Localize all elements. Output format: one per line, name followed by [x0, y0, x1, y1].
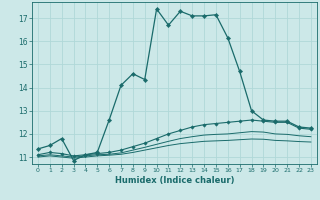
X-axis label: Humidex (Indice chaleur): Humidex (Indice chaleur) — [115, 176, 234, 185]
